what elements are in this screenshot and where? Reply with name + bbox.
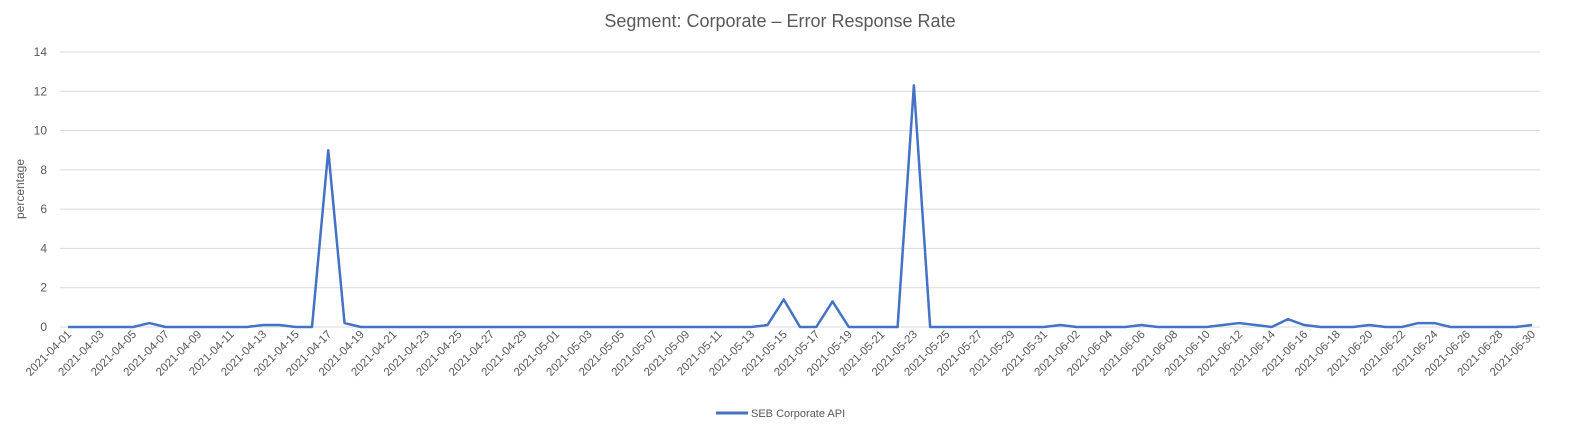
series-layer	[68, 84, 1533, 329]
grid-lines	[60, 51, 1540, 328]
legend-label: SEB Corporate API	[751, 408, 845, 420]
y-tick-label: 6	[40, 202, 47, 216]
y-tick-label: 4	[40, 241, 47, 255]
y-tick-label: 8	[40, 163, 47, 177]
chart-title: Segment: Corporate – Error Response Rate	[604, 11, 955, 31]
y-tick-label: 10	[34, 124, 48, 138]
y-axis-ticks: 0 2 4 6 8 10 12 14	[34, 45, 48, 334]
y-tick-label: 14	[34, 45, 48, 59]
y-axis-label: percentage	[13, 159, 27, 219]
y-tick-label: 0	[40, 320, 47, 334]
y-tick-label: 12	[34, 84, 48, 98]
x-axis-ticks: 2021-04-012021-04-032021-04-052021-04-07…	[24, 328, 1538, 379]
y-tick-label: 2	[40, 281, 47, 295]
legend: SEB Corporate API	[716, 408, 845, 420]
series-line	[68, 84, 1533, 329]
